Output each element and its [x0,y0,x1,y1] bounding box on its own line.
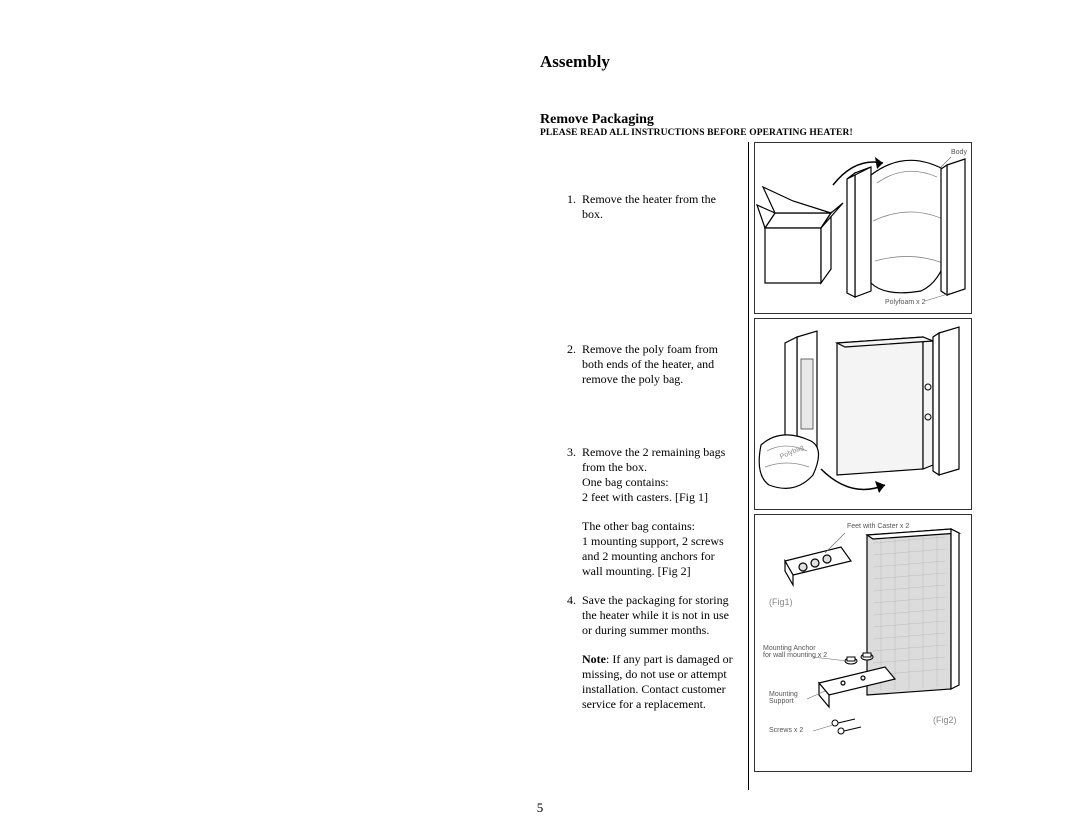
figure-1: Body Polyfoam x 2 [754,142,972,314]
note-spacer [558,652,582,712]
instruction-column: 1. Remove the heater from the box. 2. Re… [558,142,738,712]
column-divider [748,142,749,790]
step-2-number: 2. [558,342,582,387]
page-title: Assembly [540,52,610,72]
fig3-label-anchor: Mounting Anchor for wall mounting x 2 [763,645,827,659]
step-3-text: Remove the 2 remaining bags from the box… [582,445,738,505]
figure-column: Body Polyfoam x 2 [754,142,972,772]
step-3b-text: The other bag contains: 1 mounting suppo… [582,519,738,579]
step-3b-spacer [558,519,582,579]
note-text: Note: If any part is damaged or missing,… [582,652,738,712]
figure-2: Polybag [754,318,972,510]
fig1-label-polyfoam: Polyfoam x 2 [885,299,925,306]
page-number: 5 [0,800,1080,816]
document-page: Assembly Remove Packaging PLEASE READ AL… [0,0,1080,834]
fig3-label-screws: Screws x 2 [769,727,803,734]
step-3-number: 3. [558,445,582,505]
step-1-text: Remove the heater from the box. [582,192,738,222]
step-1: 1. Remove the heater from the box. [558,192,738,222]
step-4: 4. Save the packaging for storing the he… [558,593,738,638]
step-3b: The other bag contains: 1 mounting suppo… [558,519,738,579]
figure-3: Feet with Caster x 2 (Fig1) Mounting Anc… [754,514,972,772]
warning-line: PLEASE READ ALL INSTRUCTIONS BEFORE OPER… [540,128,853,138]
step-2: 2. Remove the poly foam from both ends o… [558,342,738,387]
fig3-caption-fig2: (Fig2) [933,715,957,725]
step-2-text: Remove the poly foam from both ends of t… [582,342,738,387]
step-4-number: 4. [558,593,582,638]
note: Note: If any part is damaged or missing,… [558,652,738,712]
step-3: 3. Remove the 2 remaining bags from the … [558,445,738,505]
step-4-text: Save the packaging for storing the heate… [582,593,738,638]
fig3-label-feet: Feet with Caster x 2 [847,523,909,530]
fig3-caption-fig1: (Fig1) [769,597,793,607]
section-subtitle: Remove Packaging [540,112,654,128]
figure-2-illustration: Polybag [755,319,972,509]
figure-1-illustration [755,143,972,313]
fig3-label-support: Mounting Support [769,691,798,705]
note-label: Note [582,652,606,666]
step-1-number: 1. [558,192,582,222]
fig1-label-body: Body [951,149,967,156]
